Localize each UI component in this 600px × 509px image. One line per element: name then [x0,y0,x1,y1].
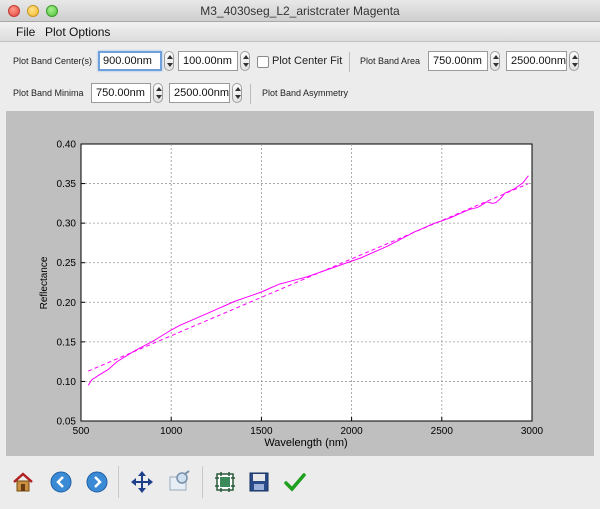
zoom-rect-icon[interactable] [167,470,191,494]
zoom-window-button[interactable] [46,5,58,17]
pan-move-icon[interactable] [130,470,154,494]
band-minima-1-spinbox[interactable]: 750.00nm [91,83,164,103]
band-center-2-input[interactable]: 100.00nm [178,51,238,71]
band-minima-2-spinbox[interactable]: 2500.00nm [169,83,243,103]
toolbar-separator [118,466,119,498]
band-center-label: Plot Band Center(s) [13,56,93,66]
band-area-1-stepper[interactable] [490,51,500,71]
band-minima-1-input[interactable]: 750.00nm [91,83,151,103]
band-area-1-input[interactable]: 750.00nm [428,51,488,71]
band-area-1-spinbox[interactable]: 750.00nm [428,51,501,71]
forward-arrow-icon[interactable] [85,470,109,494]
band-center-1-input[interactable]: 900.00nm [98,51,162,71]
window-title: M3_4030seg_L2_aristcrater Magenta [200,4,400,18]
band-area-2-stepper[interactable] [569,51,579,71]
band-area-label: Plot Band Area [360,56,421,66]
band-asymmetry-label: Plot Band Asymmetry [262,88,349,98]
minimize-window-button[interactable] [27,5,39,17]
divider [349,52,350,72]
band-center-1-spinbox[interactable]: 900.00nm [98,51,176,71]
menu-file[interactable]: File [16,25,36,39]
band-center-1-stepper[interactable] [164,51,174,71]
close-window-button[interactable] [8,5,20,17]
band-minima-2-input[interactable]: 2500.00nm [169,83,230,103]
band-minima-label: Plot Band Minima [13,88,84,98]
menu-bar: File Plot Options [0,22,600,42]
back-arrow-icon[interactable] [49,470,73,494]
plot-canvas[interactable] [6,111,594,456]
divider [250,84,251,104]
save-floppy-icon[interactable] [247,470,271,494]
center-fit-label: Plot Center Fit [272,55,343,67]
window-titlebar: M3_4030seg_L2_aristcrater Magenta [0,0,600,22]
band-center-2-stepper[interactable] [240,51,250,71]
subplot-config-icon[interactable] [213,470,237,494]
home-icon[interactable] [11,470,35,494]
band-area-2-input[interactable]: 2500.00nm [506,51,567,71]
checkmark-icon[interactable] [283,470,307,494]
band-minima-1-stepper[interactable] [153,83,163,103]
menu-plot-options[interactable]: Plot Options [45,25,111,39]
band-center-2-spinbox[interactable]: 100.00nm [178,51,251,71]
toolbar-separator [202,466,203,498]
navigation-toolbar [0,458,600,509]
band-minima-2-stepper[interactable] [232,83,242,103]
center-fit-checkbox[interactable] [257,56,269,68]
band-area-2-spinbox[interactable]: 2500.00nm [506,51,580,71]
